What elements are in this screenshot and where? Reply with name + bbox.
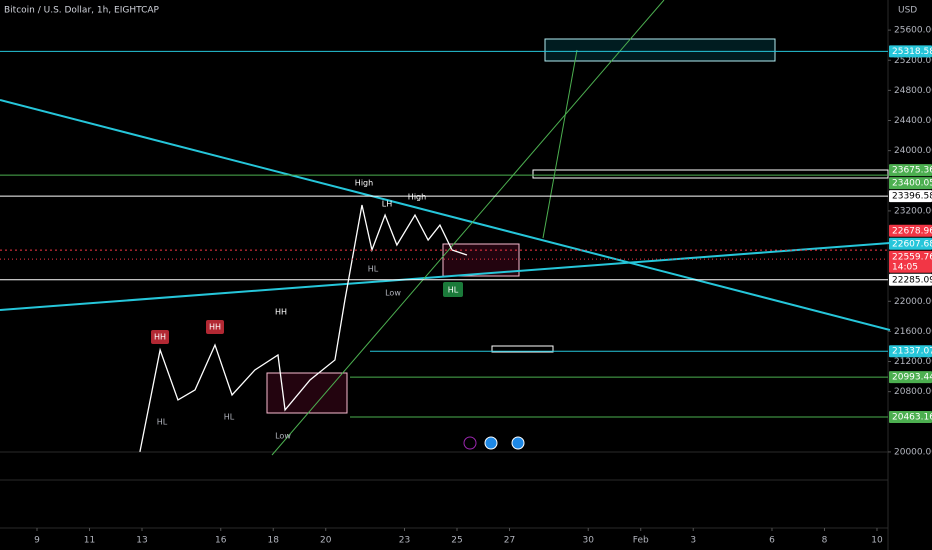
- price-label: 22607.68: [892, 239, 932, 249]
- x-tick-label: 23: [399, 536, 410, 546]
- y-tick-label: 24800.00: [894, 86, 932, 96]
- x-tick-label: 3: [690, 536, 696, 546]
- price-label-box: [889, 345, 932, 358]
- trendline: [271, 0, 665, 456]
- annotation: Low: [385, 289, 401, 298]
- price-label: 20993.44: [892, 373, 932, 383]
- price-label-box: [889, 177, 932, 190]
- price-label-box: [889, 224, 932, 237]
- price-label-box: [889, 237, 932, 250]
- annotation: HH: [275, 308, 287, 317]
- y-tick-label: 25600.00: [894, 26, 932, 36]
- x-tick-label: 16: [215, 536, 227, 546]
- annotation: HH: [209, 323, 221, 332]
- event-icon[interactable]: [463, 436, 477, 450]
- annotations: HH HH HH High LH High HL HL Low HL Low H…: [151, 179, 463, 441]
- price-label-box: [889, 250, 932, 273]
- x-tick-label: 20: [320, 536, 332, 546]
- x-tick-label: 8: [822, 536, 828, 546]
- x-tick-label: 11: [84, 536, 95, 546]
- y-tick-label: 24000.00: [894, 146, 932, 156]
- price-label-box: [889, 164, 932, 177]
- price-label: 23400.05: [892, 179, 932, 189]
- annotation: HL: [224, 413, 235, 422]
- drawings: [0, 0, 891, 550]
- price-label-box: [889, 411, 932, 424]
- price-label: 22285.09: [892, 275, 932, 285]
- price-label: 20463.16: [892, 413, 932, 423]
- chart-title: Bitcoin / U.S. Dollar, 1h, EIGHTCAP: [4, 6, 160, 16]
- event-icon[interactable]: [511, 436, 525, 450]
- annotation: LH: [382, 200, 392, 209]
- price-label-box: [889, 273, 932, 286]
- y-tick-label: 23200.00: [894, 206, 932, 216]
- x-tick-label: 6: [769, 536, 775, 546]
- x-tick-label: 18: [268, 536, 280, 546]
- price-line: [139, 204, 468, 453]
- annotation: High: [355, 179, 373, 188]
- annotation: High: [408, 193, 426, 202]
- trendline: [0, 242, 891, 311]
- x-tick-label: 13: [136, 536, 147, 546]
- price-label: 22678.96: [892, 226, 932, 236]
- annotation: HL: [448, 286, 459, 295]
- y-tick-label: 21600.00: [894, 327, 932, 337]
- price-label-box: [889, 45, 932, 58]
- plot: [0, 50, 888, 453]
- zone: [266, 372, 348, 414]
- x-tick-label: 9: [34, 536, 40, 546]
- trendline: [542, 49, 578, 239]
- annotation: HL: [157, 418, 168, 427]
- y-tick-label: 21200.00: [894, 357, 932, 367]
- x-tick-label: 30: [583, 536, 595, 546]
- annotation: HH: [154, 333, 166, 342]
- price-label: 23675.36: [892, 166, 932, 176]
- currency: USD: [898, 6, 917, 16]
- price-label: 21337.07: [892, 347, 932, 357]
- price-label: 22559.76: [892, 252, 932, 262]
- y-tick-label: 22000.00: [894, 297, 932, 307]
- annotation: HL: [368, 265, 379, 274]
- x-tick-label: 27: [504, 536, 515, 546]
- zone: [544, 38, 776, 62]
- trendline: [0, 99, 891, 331]
- label-box: [151, 330, 169, 344]
- y-tick-label: 20800.00: [894, 387, 932, 397]
- label-box: [443, 282, 463, 297]
- event-icon[interactable]: [484, 436, 498, 450]
- annotation: Low: [275, 432, 291, 441]
- y-tick-label: 25200.00: [894, 56, 932, 66]
- countdown: 14:05: [892, 262, 918, 272]
- price-label: 23396.58: [892, 192, 932, 202]
- x-tick-label: 10: [871, 536, 883, 546]
- y-tick-label: 24400.00: [894, 116, 932, 126]
- price-label: 25318.58: [892, 47, 932, 57]
- x-tick-label: Feb: [633, 536, 649, 546]
- label-box: [206, 320, 224, 334]
- y-tick-label: 20000.00: [894, 447, 932, 457]
- x-tick-label: 25: [451, 536, 462, 546]
- price-label-box: [889, 190, 932, 203]
- price-label-box: [889, 371, 932, 384]
- zone: [442, 243, 520, 277]
- zone: [532, 169, 889, 179]
- zone: [491, 345, 554, 353]
